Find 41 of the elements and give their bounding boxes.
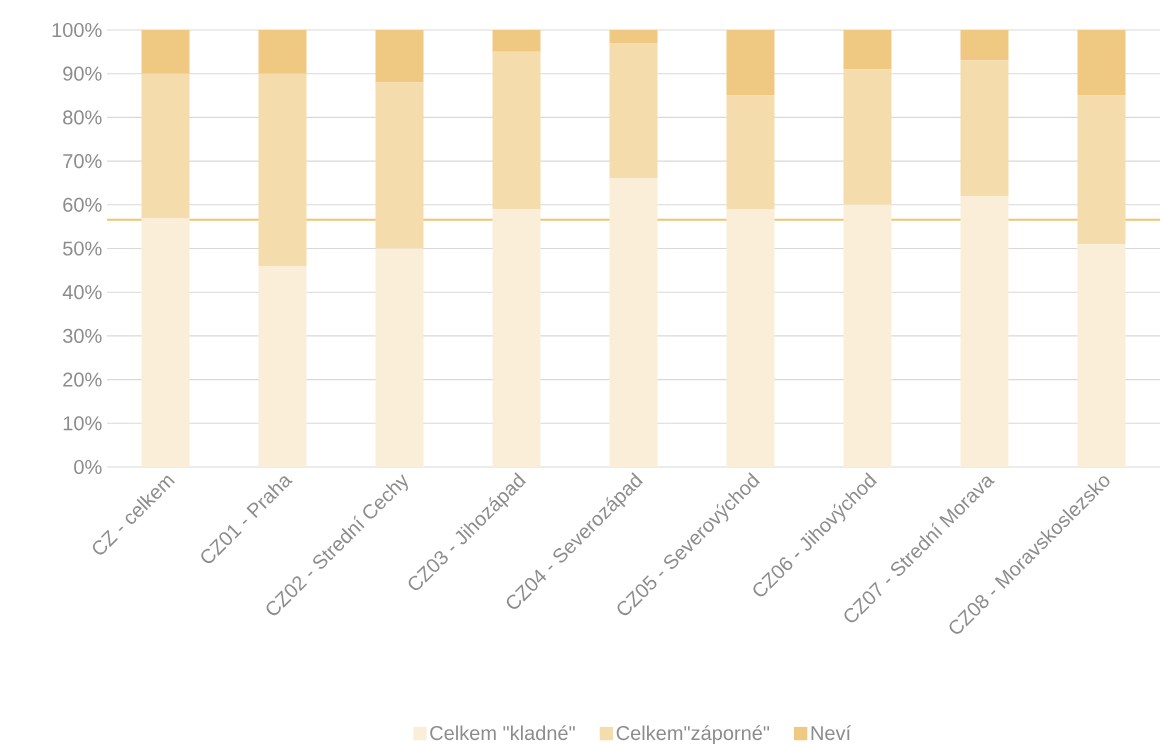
- bar: [492, 209, 541, 467]
- bar: [960, 60, 1009, 197]
- bar: [609, 178, 658, 467]
- bar: [492, 51, 541, 210]
- bar: [258, 265, 307, 467]
- bar: [141, 73, 190, 218]
- y-tick-label: 70%: [63, 154, 102, 169]
- bar: [843, 69, 892, 205]
- y-tick-label: 10%: [63, 416, 102, 431]
- bar: [1077, 244, 1126, 467]
- legend-label: Celkem"záporné": [616, 725, 770, 744]
- bar: [1077, 30, 1126, 96]
- bar: [492, 30, 541, 52]
- bar: [609, 30, 658, 44]
- y-tick-label: 40%: [62, 285, 102, 300]
- bar: [258, 30, 307, 74]
- bar: [960, 196, 1009, 467]
- y-tick-label: 30%: [63, 328, 102, 343]
- y-tick-label: 20%: [63, 372, 102, 387]
- y-tick-label: 80%: [63, 110, 102, 125]
- legend-label: Neví: [811, 725, 851, 741]
- bar: [960, 30, 1009, 61]
- bar: [609, 43, 658, 179]
- y-tick-label: 50%: [63, 241, 102, 256]
- bar: [726, 30, 775, 96]
- y-tick-label: 0%: [74, 459, 102, 475]
- bar: [141, 30, 190, 74]
- bar: [1077, 95, 1126, 245]
- bar: [141, 217, 190, 467]
- bar: [726, 209, 775, 467]
- bar: [258, 73, 307, 266]
- bar: [375, 82, 424, 249]
- legend-label: Celkem "kladné": [430, 725, 575, 741]
- bar: [726, 95, 775, 210]
- bar: [375, 248, 424, 467]
- y-tick-label: 90%: [63, 66, 102, 81]
- bar: [843, 204, 892, 467]
- y-tick-label: 100%: [52, 22, 102, 38]
- bar: [375, 30, 424, 83]
- y-tick-label: 60%: [63, 197, 102, 212]
- bar: [843, 30, 892, 70]
